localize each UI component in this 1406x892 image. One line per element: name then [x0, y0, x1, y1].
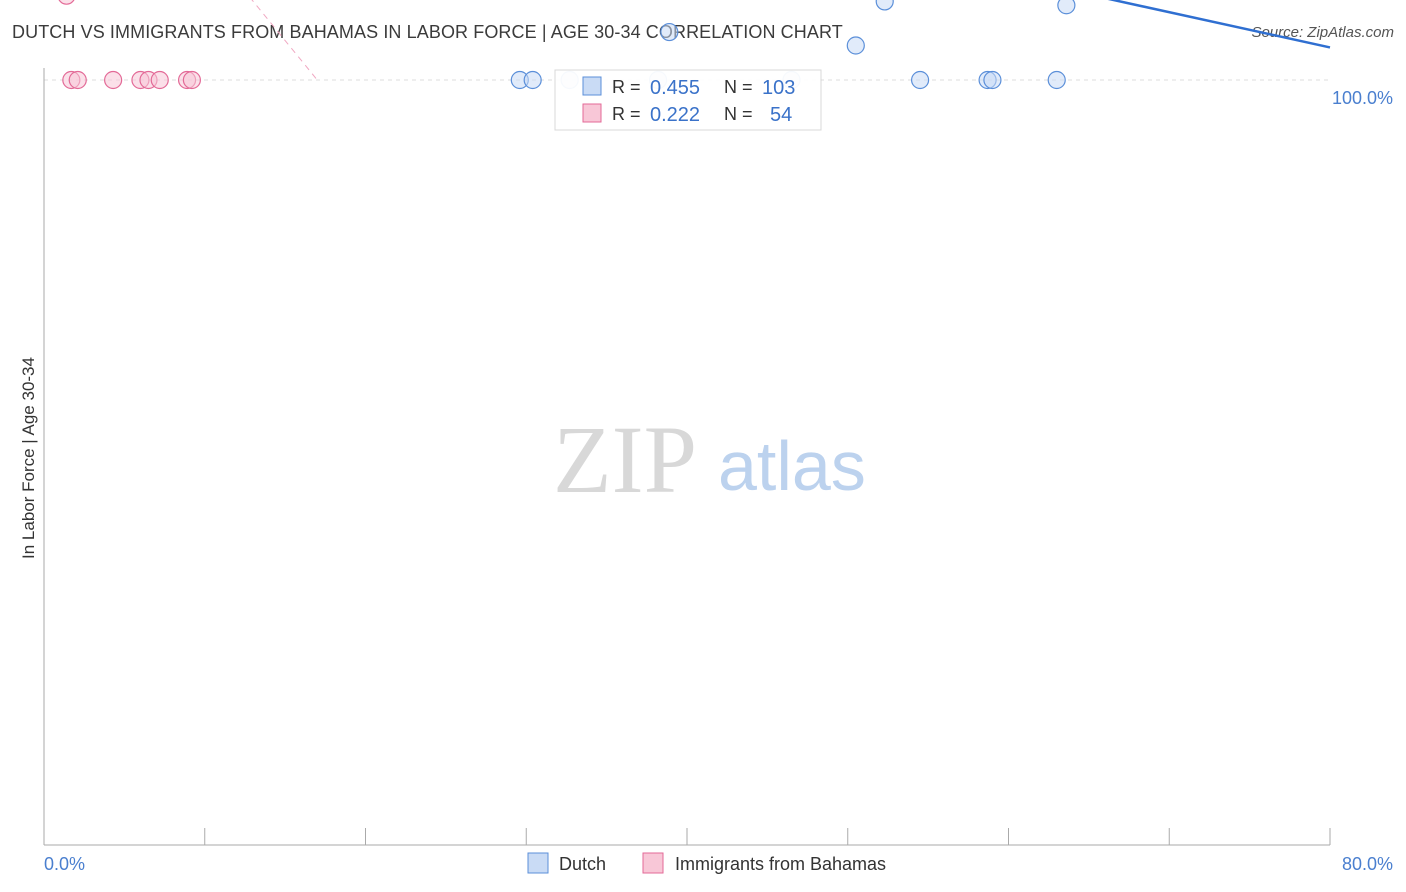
dutch-trend-line: [1107, 0, 1331, 49]
dutch-point-53: [523, 70, 542, 90]
stats-bahamas-n-label: N =: [724, 104, 753, 124]
bahamas-trend-extension: [251, 0, 318, 81]
dutch-point-77: [846, 36, 865, 55]
watermark-atlas: atlas: [718, 427, 866, 505]
legend-dutch-label[interactable]: Dutch: [559, 854, 606, 874]
stats-dutch-r-value: 0.455: [650, 77, 700, 99]
stats-dutch-n-value: 103: [762, 77, 795, 99]
bahamas-point-39: [68, 70, 87, 90]
dutch-point-89: [1057, 0, 1076, 15]
bahamas-point-28: [58, 0, 75, 5]
stats-dutch-n-label: N =: [724, 77, 753, 97]
stats-bahamas-r-label: R =: [612, 104, 641, 124]
y-axis-label: In Labor Force | Age 30-34: [19, 357, 38, 559]
dutch-point-80: [875, 0, 894, 11]
x-tick-label-min: 0.0%: [44, 854, 85, 874]
y-tick-labels: 70.0%80.0%90.0%100.0%: [1332, 88, 1393, 108]
y-tick-label-3: 100.0%: [1332, 88, 1393, 108]
bahamas-point-43: [104, 70, 123, 90]
stats-bahamas-r-value: 0.222: [650, 104, 700, 126]
bahamas-points: [58, 0, 201, 90]
legend-bahamas-swatch[interactable]: [642, 852, 664, 874]
stats-bahamas-n-value: 54: [770, 104, 792, 126]
stats-dutch-swatch: [582, 76, 602, 96]
dutch-point-87: [983, 70, 1002, 90]
legend-dutch-swatch[interactable]: [527, 852, 549, 874]
legend-bahamas-label[interactable]: Immigrants from Bahamas: [675, 854, 886, 874]
stats-bahamas-swatch: [582, 103, 602, 123]
watermark-zip: ZIP: [553, 406, 697, 513]
bahamas-point-51: [150, 70, 169, 90]
legend: Dutch Immigrants from Bahamas: [527, 852, 886, 874]
stats-box: R = 0.455 N = 103 R = 0.222 N = 54: [554, 69, 822, 131]
gridlines: [44, 79, 1330, 81]
chart-title: DUTCH VS IMMIGRANTS FROM BAHAMAS IN LABO…: [12, 22, 843, 42]
dutch-point-64: [660, 22, 679, 42]
x-tick-label-max: 80.0%: [1342, 854, 1393, 874]
stats-dutch-r-label: R =: [612, 77, 641, 97]
bahamas-point-53: [182, 70, 201, 90]
trend-lines: [251, 0, 1331, 81]
dutch-point-83: [910, 70, 930, 90]
x-ticks: [204, 828, 1331, 845]
dutch-point-88: [1047, 70, 1066, 90]
